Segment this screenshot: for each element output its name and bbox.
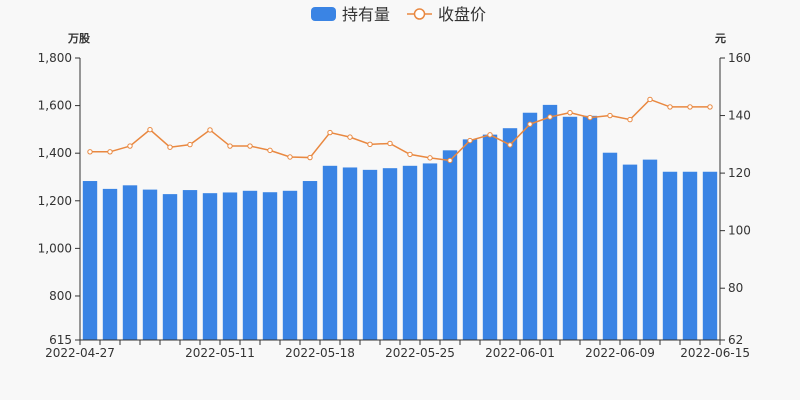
bar-holding bbox=[642, 159, 658, 340]
bar-holding bbox=[322, 165, 338, 340]
bar-holding bbox=[202, 193, 218, 340]
price-point bbox=[307, 154, 313, 161]
left-axis-tick-label: 1,000 bbox=[38, 241, 72, 255]
bar-holding bbox=[442, 150, 458, 340]
x-axis-tick-label: 2022-06-15 bbox=[680, 346, 750, 360]
price-point bbox=[267, 147, 273, 154]
bar-holding bbox=[422, 163, 438, 340]
bar-holding bbox=[362, 169, 378, 340]
price-point bbox=[687, 104, 693, 110]
price-point bbox=[207, 127, 213, 133]
right-axis-tick-label: 120 bbox=[728, 166, 751, 180]
price-point bbox=[707, 104, 713, 110]
bar-holding bbox=[162, 194, 178, 340]
price-point bbox=[107, 149, 113, 155]
x-axis-tick-label: 2022-05-11 bbox=[185, 346, 255, 360]
price-point bbox=[647, 96, 653, 103]
legend-label-price: 收盘价 bbox=[438, 5, 486, 24]
left-axis-tick-label: 800 bbox=[49, 289, 72, 303]
left-axis-tick-label: 1,600 bbox=[38, 99, 72, 113]
legend-marker-price bbox=[413, 8, 426, 20]
price-point bbox=[627, 116, 633, 123]
price-point bbox=[507, 142, 513, 148]
price-point bbox=[407, 151, 413, 158]
bar-holding bbox=[122, 185, 138, 340]
bar-holding bbox=[382, 168, 398, 340]
right-axis-tick-label: 100 bbox=[728, 224, 751, 238]
x-axis-tick-label: 2022-04-27 bbox=[45, 346, 115, 360]
price-point bbox=[87, 149, 93, 155]
x-axis-tick-label: 2022-05-25 bbox=[385, 346, 455, 360]
price-point bbox=[167, 144, 173, 150]
bar-series bbox=[82, 104, 718, 340]
legend: 持有量 收盘价 bbox=[311, 5, 486, 24]
price-point bbox=[287, 154, 293, 160]
right-axis-tick-label: 140 bbox=[728, 109, 751, 123]
bar-holding bbox=[702, 171, 718, 340]
price-point bbox=[227, 143, 233, 149]
bar-holding bbox=[302, 181, 318, 340]
bar-holding bbox=[462, 139, 478, 340]
line-series bbox=[87, 96, 713, 164]
legend-swatch-holding bbox=[311, 7, 336, 21]
legend-label-holding: 持有量 bbox=[342, 5, 390, 24]
bar-holding bbox=[542, 104, 558, 340]
left-axis-tick-label: 615 bbox=[49, 333, 72, 347]
x-axis-tick-label: 2022-06-01 bbox=[485, 346, 555, 360]
price-line bbox=[90, 98, 710, 162]
bar-holding bbox=[342, 167, 358, 340]
left-axis-tick-label: 1,800 bbox=[38, 51, 72, 65]
price-point bbox=[527, 121, 533, 127]
bar-holding bbox=[82, 181, 98, 340]
price-point bbox=[547, 114, 553, 120]
bar-holding bbox=[222, 192, 238, 340]
left-axis-unit: 万股 bbox=[67, 32, 91, 45]
price-point bbox=[567, 109, 573, 116]
bar-holding bbox=[262, 192, 278, 340]
price-point bbox=[387, 140, 393, 147]
price-point bbox=[187, 141, 193, 148]
price-point bbox=[487, 132, 493, 138]
price-point bbox=[247, 143, 253, 149]
price-point bbox=[427, 155, 433, 161]
left-axis-tick-label: 1,400 bbox=[38, 146, 72, 160]
price-point bbox=[147, 126, 153, 133]
bar-holding bbox=[502, 128, 518, 340]
price-point bbox=[447, 157, 453, 164]
left-axis-tick-label: 1,200 bbox=[38, 194, 72, 208]
bar-holding bbox=[562, 116, 578, 340]
bar-holding bbox=[142, 189, 158, 340]
bar-holding bbox=[582, 115, 598, 340]
price-point bbox=[367, 141, 373, 148]
x-axis-tick-label: 2022-06-09 bbox=[585, 346, 655, 360]
bar-holding bbox=[622, 164, 638, 340]
bar-holding bbox=[242, 190, 258, 340]
price-point bbox=[127, 143, 133, 149]
bar-holding bbox=[662, 171, 678, 340]
x-axis-tick-label: 2022-05-18 bbox=[285, 346, 355, 360]
bar-holding bbox=[682, 171, 698, 340]
bar-holding bbox=[282, 190, 298, 340]
bar-holding bbox=[602, 152, 618, 340]
axis-unit-labels: 万股 元 bbox=[67, 32, 726, 45]
right-axis-tick-label: 62 bbox=[728, 333, 743, 347]
price-point bbox=[667, 104, 673, 110]
axes: 615 800 1,000 1,200 1,400 1,600 1,800 62 80 100 12… bbox=[38, 51, 751, 360]
bar-holding bbox=[402, 165, 418, 340]
bar-holding bbox=[522, 112, 538, 340]
bar-holding bbox=[182, 190, 198, 340]
price-point bbox=[327, 129, 333, 136]
bar-holding bbox=[102, 188, 118, 340]
price-point bbox=[587, 114, 593, 121]
right-axis-unit: 元 bbox=[715, 32, 726, 45]
bar-holding bbox=[482, 134, 498, 340]
price-point bbox=[607, 112, 613, 119]
right-axis-tick-label: 160 bbox=[728, 51, 751, 65]
right-axis-tick-label: 80 bbox=[728, 281, 743, 295]
price-point bbox=[347, 134, 353, 140]
price-point bbox=[467, 137, 473, 144]
